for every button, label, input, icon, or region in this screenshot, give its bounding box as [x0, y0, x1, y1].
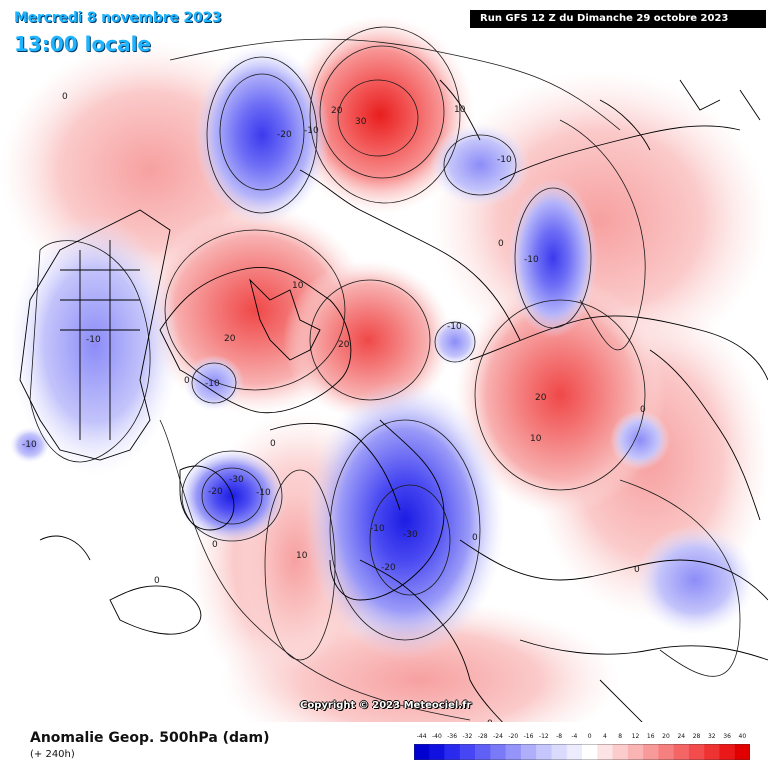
legend-label: 20: [662, 733, 670, 740]
legend-labels: -44 -40 -36 -32 -28 -24 -20 -16 -12 -8 -4 0 4 8 12 16 20…: [414, 733, 750, 743]
legend-swatch: [612, 744, 629, 760]
contour-label: -30: [229, 475, 244, 485]
contour-label: -10: [205, 379, 220, 389]
legend-label: -28: [477, 733, 488, 740]
legend-swatch: [704, 744, 720, 760]
contour-label: -10: [497, 155, 512, 165]
legend-label: -12: [538, 733, 549, 740]
legend-swatch: [673, 744, 690, 760]
contour-label: 0: [640, 405, 646, 415]
legend-label: -40: [432, 733, 442, 740]
legend-label: 40: [738, 733, 747, 740]
legend-label: 16: [646, 733, 655, 740]
contour-label: -10: [22, 440, 37, 450]
run-info: Run GFS 12 Z du Dimanche 29 octobre 2023: [470, 10, 766, 28]
contour-label: 0: [634, 565, 640, 575]
legend-swatch: [536, 744, 552, 760]
legend-swatch: [520, 744, 537, 760]
contour-label: -10: [304, 126, 319, 136]
legend-label: -24: [493, 733, 503, 740]
legend-label: 8: [618, 733, 623, 740]
contour-label: -30: [403, 530, 418, 540]
contour-label: -20: [208, 487, 223, 497]
contour-label: -10: [86, 335, 101, 345]
anomaly-shading: [0, 15, 768, 760]
legend-label: 32: [707, 733, 716, 740]
legend-swatch: [658, 744, 674, 760]
contour-label: 10: [530, 434, 542, 444]
legend-swatch: [429, 744, 445, 760]
legend-swatch: [734, 744, 750, 760]
legend-swatch: [566, 744, 583, 760]
legend-swatch: [688, 744, 705, 760]
contour-labels: -20 -10 30 20 10 -10 -10 20 10 20 -10 -1…: [22, 92, 646, 729]
color-legend: [414, 744, 750, 760]
contour-label: 0: [270, 439, 276, 449]
legend-label: 12: [631, 733, 640, 740]
contour-label: 0: [62, 92, 68, 102]
contour-label: 0: [184, 376, 190, 386]
contour-label: 20: [338, 340, 350, 350]
contour-label: -10: [256, 488, 271, 498]
contour-label: -20: [277, 130, 292, 140]
contour-label: 20: [535, 393, 547, 403]
parameter-title: Anomalie Geop. 500hPa (dam): [30, 730, 270, 746]
legend-label: 24: [677, 733, 686, 740]
legend-swatch: [505, 744, 522, 760]
contour-label: 10: [454, 105, 466, 115]
legend-label: -36: [447, 733, 458, 740]
contour-label: 0: [498, 239, 504, 249]
legend-swatch: [643, 744, 659, 760]
legend-label: -16: [523, 733, 534, 740]
legend-label: -32: [462, 733, 473, 740]
forecast-date: Mercredi 8 novembre 2023: [14, 10, 222, 26]
legend-swatch: [459, 744, 476, 760]
contour-label: 30: [355, 117, 367, 127]
legend-swatch: [414, 744, 430, 760]
legend-swatch: [627, 744, 644, 760]
contour-label: -10: [447, 322, 462, 332]
contour-label: 0: [472, 533, 478, 543]
legend-swatch: [490, 744, 506, 760]
contour-label: 0: [154, 576, 160, 586]
lead-time: (+ 240h): [30, 749, 75, 760]
copyright: Copyright © 2023 Meteociel.fr: [300, 700, 472, 711]
contour-label: 20: [224, 334, 236, 344]
forecast-hour: 13:00 locale: [14, 32, 151, 56]
legend-swatch: [444, 744, 461, 760]
legend-label: -20: [508, 733, 519, 740]
coastlines: [19, 79, 768, 741]
contour-label: 20: [331, 106, 343, 116]
legend-label: -44: [416, 733, 427, 740]
contour-label: 10: [292, 281, 304, 291]
legend-label: -4: [571, 733, 578, 740]
contour-label: 10: [296, 551, 308, 561]
legend-swatch: [475, 744, 491, 760]
legend-label: 0: [587, 733, 592, 740]
contour-label: -10: [524, 255, 539, 265]
contour-lines: [29, 26, 741, 721]
legend-label: -8: [556, 733, 563, 740]
contour-label: 0: [212, 540, 218, 550]
legend-swatch: [582, 744, 598, 760]
legend-swatch: [597, 744, 613, 760]
legend-label: 4: [602, 733, 607, 740]
contour-label: -20: [381, 563, 396, 573]
legend-swatch: [719, 744, 736, 760]
legend-swatch: [551, 744, 568, 760]
legend-label: 28: [692, 733, 701, 740]
legend-label: 36: [723, 733, 731, 740]
contour-label: -10: [370, 524, 385, 534]
